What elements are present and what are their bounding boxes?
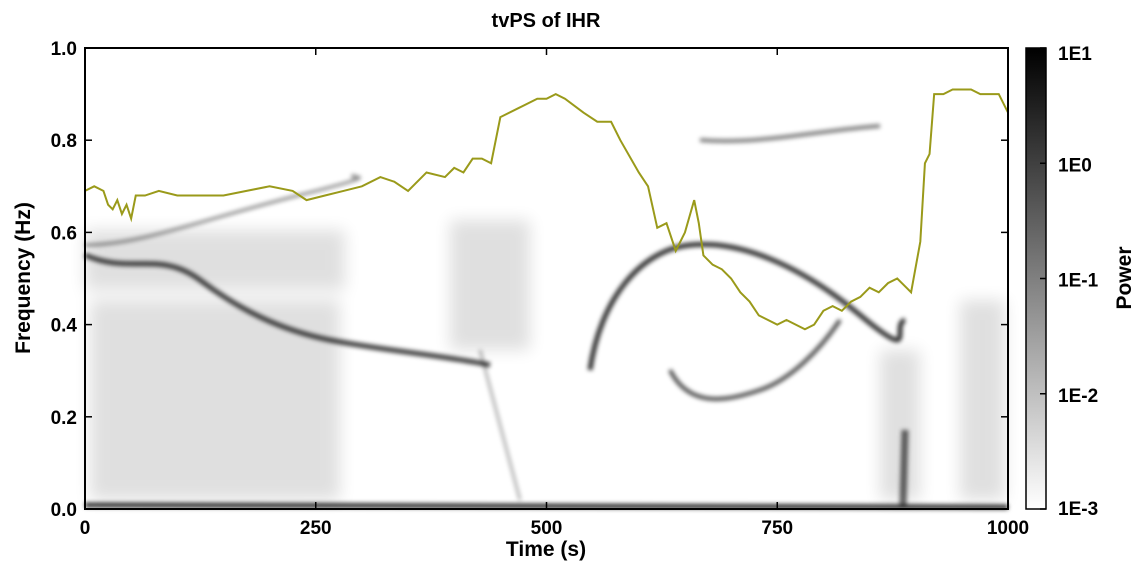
y-tick-label: 1.0 [51,39,77,60]
plot-area [84,88,1009,331]
y-tick-label: 0.8 [51,131,77,152]
x-tick-label: 750 [761,518,793,539]
colorbar-tick-label: 1E-1 [1058,271,1099,292]
y-tick-label: 0.4 [51,316,78,337]
y-tick-label: 0.2 [51,408,77,429]
y-axis-label: Frequency (Hz) [12,202,35,354]
y-tick-label: 0.0 [51,500,77,521]
colorbar-tick-label: 1E-3 [1058,499,1098,520]
data-line [84,88,1009,331]
x-axis-label: Time (s) [506,538,586,561]
x-tick-label: 0 [80,518,91,539]
colorbar-tick-label: 1E-2 [1058,386,1098,407]
colorbar-tick-label: 1E0 [1058,155,1092,176]
x-tick-label: 1000 [987,518,1029,539]
x-tick-label: 250 [300,518,332,539]
x-tick-label: 500 [531,518,563,539]
spectrogram [83,48,1009,510]
colorbar-tick-label: 1E1 [1058,44,1092,65]
chart-title: tvPS of IHR [492,10,601,32]
y-tick-label: 0.6 [51,223,77,244]
colorbar-label: Power [1113,246,1136,309]
